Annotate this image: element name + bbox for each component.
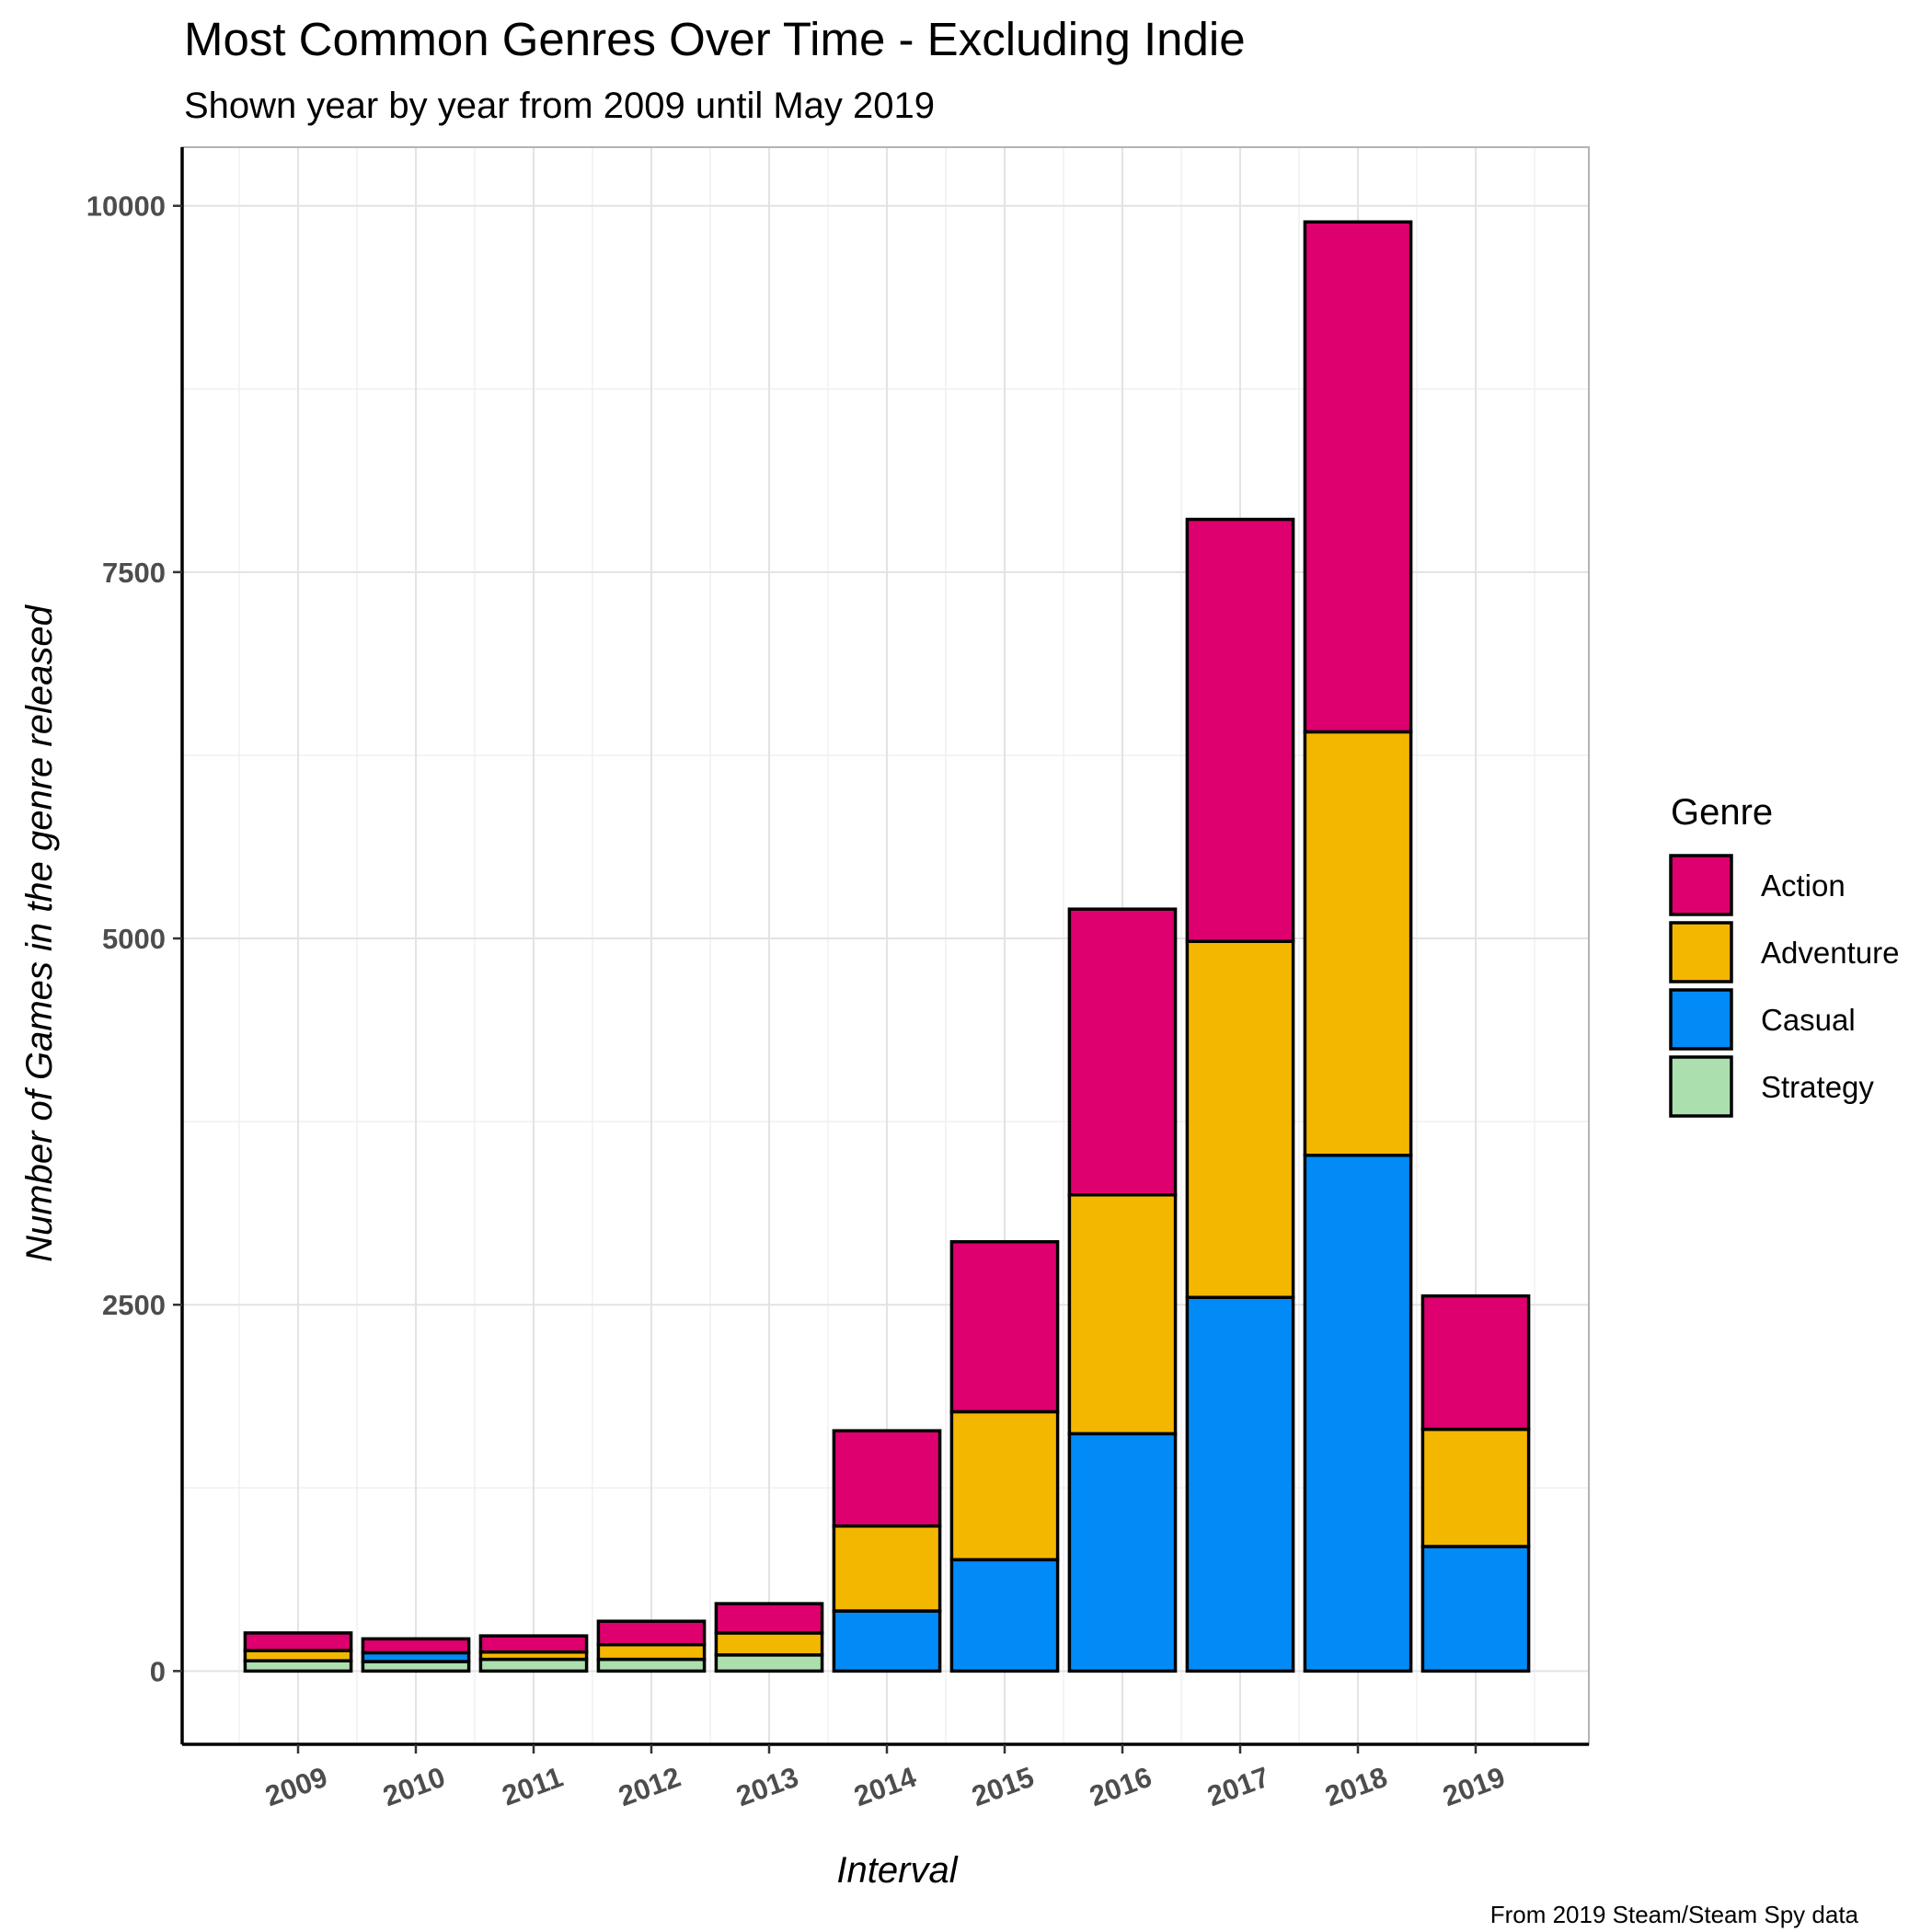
x-tick-label: 2016 <box>1086 1761 1156 1812</box>
bar-action-2014 <box>832 1429 942 1528</box>
y-tick-label: 5000 <box>102 923 166 955</box>
bar-action-2012 <box>596 1619 707 1647</box>
y-tick-label: 0 <box>150 1655 166 1687</box>
bar-adventure-2019 <box>1420 1427 1531 1548</box>
x-tick-label: 2009 <box>261 1761 332 1812</box>
bar-action-2018 <box>1303 220 1413 734</box>
legend-key-casual <box>1669 988 1733 1051</box>
bar-adventure-2018 <box>1303 730 1413 1157</box>
bar-action-2009 <box>243 1631 353 1652</box>
y-axis-title: Number of Games in the genre released <box>19 604 60 1261</box>
y-tick-label: 10000 <box>86 190 166 223</box>
bar-casual-2017 <box>1185 1295 1295 1673</box>
y-tick-label: 7500 <box>102 557 166 589</box>
bar-adventure-2015 <box>949 1409 1060 1562</box>
x-tick-label: 2010 <box>379 1761 450 1812</box>
x-tick-label: 2018 <box>1321 1761 1392 1812</box>
bar-action-2015 <box>949 1239 1060 1414</box>
x-tick-label: 2015 <box>968 1761 1039 1812</box>
legend: Genre Action Adventure Casual Strategy <box>1669 792 1899 1118</box>
bar-strategy-2012 <box>596 1657 707 1673</box>
bar-casual-2018 <box>1303 1154 1413 1673</box>
bar-action-2016 <box>1067 907 1178 1197</box>
x-tick-label: 2019 <box>1439 1761 1510 1812</box>
legend-title: Genre <box>1671 792 1773 833</box>
bar-action-2010 <box>361 1637 471 1655</box>
chart-subtitle: Shown year by year from 2009 until May 2… <box>184 86 935 126</box>
legend-key-action <box>1669 854 1733 916</box>
legend-label-casual: Casual <box>1761 1003 1856 1037</box>
x-tick-label: 2012 <box>615 1761 685 1812</box>
legend-label-action: Action <box>1761 868 1846 903</box>
bar-casual-2014 <box>832 1609 942 1673</box>
x-axis-ticks: 2009 2010 2011 2012 2013 2014 2015 2016 2017 2018… <box>261 1744 1510 1812</box>
chart-title: Most Common Genres Over Time - Excluding… <box>184 13 1246 65</box>
bar-casual-2019 <box>1420 1545 1531 1673</box>
bar-adventure-2016 <box>1067 1193 1178 1436</box>
bars <box>243 220 1531 1673</box>
bar-adventure-2012 <box>596 1642 707 1662</box>
x-tick-label: 2014 <box>850 1760 921 1812</box>
x-axis-title: Interval <box>836 1850 958 1891</box>
legend-key-adventure <box>1669 921 1733 983</box>
bar-casual-2015 <box>949 1558 1060 1673</box>
bar-action-2011 <box>478 1634 589 1654</box>
chart-caption: From 2019 Steam/Steam Spy data <box>1490 1901 1859 1928</box>
y-axis-ticks: 0 2500 5000 7500 10000 <box>86 190 182 1687</box>
x-tick-label: 2013 <box>732 1761 803 1812</box>
bar-adventure-2017 <box>1185 939 1295 1299</box>
bar-action-2017 <box>1185 517 1295 943</box>
legend-label-strategy: Strategy <box>1761 1070 1874 1104</box>
bar-strategy-2013 <box>714 1653 824 1673</box>
legend-key-strategy <box>1669 1055 1733 1118</box>
y-tick-label: 2500 <box>102 1289 166 1321</box>
legend-label-adventure: Adventure <box>1761 936 1899 970</box>
bar-casual-2016 <box>1067 1432 1178 1673</box>
x-tick-label: 2011 <box>498 1761 567 1812</box>
bar-adventure-2014 <box>832 1524 942 1613</box>
bar-strategy-2011 <box>478 1657 589 1673</box>
bar-adventure-2013 <box>714 1631 824 1657</box>
bar-action-2013 <box>714 1602 824 1635</box>
bar-action-2019 <box>1420 1294 1531 1432</box>
x-tick-label: 2017 <box>1203 1761 1274 1812</box>
